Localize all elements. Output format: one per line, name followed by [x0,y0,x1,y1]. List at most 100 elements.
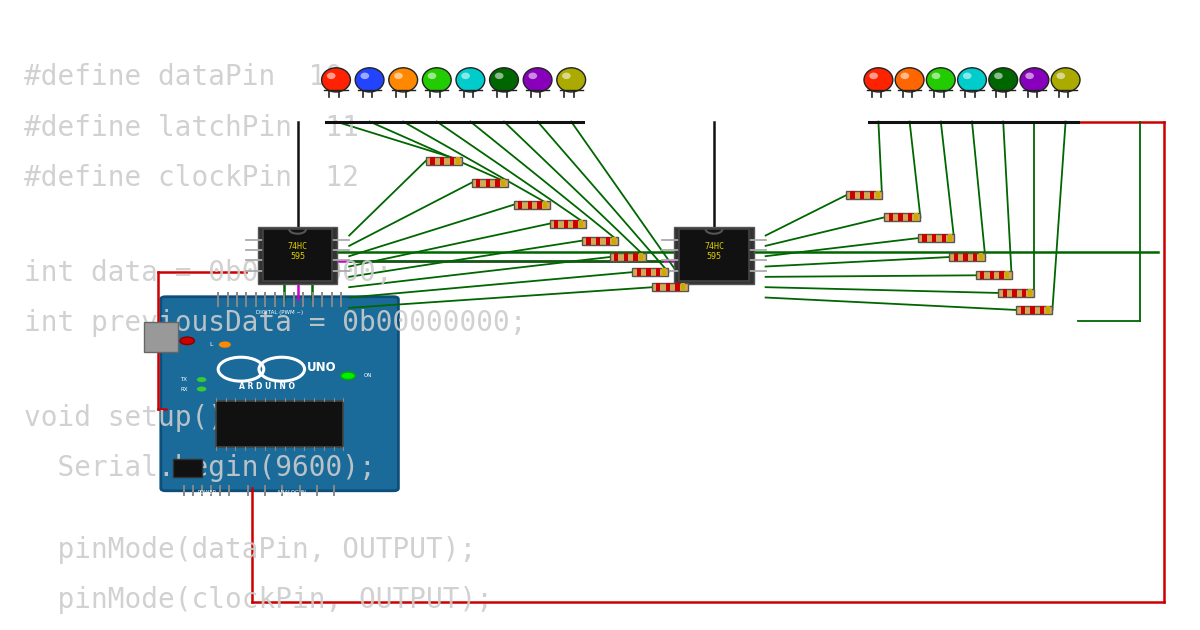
Bar [1031,306,1034,314]
Ellipse shape [394,72,403,79]
Circle shape [341,372,355,379]
Bar [964,253,967,261]
Bar [144,322,178,352]
Ellipse shape [422,68,451,92]
Bar [979,253,983,261]
Bar [216,401,343,447]
Ellipse shape [523,68,552,92]
FancyBboxPatch shape [550,219,586,227]
Text: ON: ON [364,374,372,378]
Text: DIGITAL (PWM ~): DIGITAL (PWM ~) [256,310,304,314]
Ellipse shape [931,72,941,79]
FancyBboxPatch shape [918,234,954,242]
Bar [450,156,454,164]
Bar [1040,306,1044,314]
Text: 74HC
595: 74HC 595 [704,242,724,261]
Ellipse shape [528,72,538,79]
Circle shape [180,337,194,345]
Bar [973,253,977,261]
Bar [614,253,618,261]
Ellipse shape [1025,72,1034,79]
Bar [173,459,202,477]
FancyBboxPatch shape [998,289,1034,297]
FancyBboxPatch shape [610,253,646,261]
Bar [666,283,670,291]
Bar [954,253,958,261]
Bar [674,227,754,284]
Bar [914,213,918,221]
Bar [876,192,880,199]
Text: TX: TX [180,377,187,382]
Bar [456,156,460,164]
Bar [554,219,558,227]
Bar [596,236,600,244]
Bar [662,268,666,276]
Ellipse shape [389,68,418,92]
FancyBboxPatch shape [582,236,618,244]
Ellipse shape [869,72,878,79]
Bar [889,213,893,221]
Bar [1022,289,1026,297]
Ellipse shape [461,72,470,79]
Bar [942,234,946,242]
Ellipse shape [994,72,1003,79]
Bar [682,283,685,291]
Text: L: L [210,342,212,347]
Text: pinMode(dataPin, OUTPUT);: pinMode(dataPin, OUTPUT); [24,536,476,564]
FancyBboxPatch shape [1016,306,1052,314]
Text: A R D U I N O: A R D U I N O [239,382,295,391]
Bar [544,200,547,209]
Ellipse shape [900,72,910,79]
Ellipse shape [490,68,518,92]
Bar [851,192,854,199]
Ellipse shape [958,68,986,92]
Text: void setup() {: void setup() { [24,404,258,432]
FancyBboxPatch shape [514,200,550,209]
Ellipse shape [926,68,955,92]
FancyBboxPatch shape [884,213,920,221]
Bar [990,272,994,280]
FancyBboxPatch shape [976,271,1012,280]
Bar [908,213,912,221]
Bar [564,219,568,227]
Ellipse shape [562,72,571,79]
Bar [948,234,952,242]
Text: int data = 0b00000000;: int data = 0b00000000; [24,259,392,287]
Text: Serial.begin(9600);: Serial.begin(9600); [24,454,376,482]
Text: RX: RX [180,387,187,391]
Ellipse shape [557,68,586,92]
FancyBboxPatch shape [632,268,668,276]
FancyBboxPatch shape [846,192,882,199]
Bar [860,192,864,199]
Bar [431,156,434,164]
FancyBboxPatch shape [949,253,985,261]
FancyBboxPatch shape [426,156,462,164]
Bar [612,236,616,244]
Bar [1003,289,1007,297]
Text: POWER: POWER [197,490,216,495]
Bar [1013,289,1016,297]
Ellipse shape [322,68,350,92]
Ellipse shape [1020,68,1049,92]
Bar [932,234,936,242]
Ellipse shape [326,72,336,79]
Bar [1006,272,1009,280]
Circle shape [197,377,206,382]
Bar [258,227,337,284]
Bar [440,156,444,164]
Ellipse shape [1056,72,1066,79]
Ellipse shape [355,68,384,92]
Bar [518,200,522,209]
Text: int previousData = 0b00000000;: int previousData = 0b00000000; [24,309,527,337]
Bar [502,179,505,186]
Text: UNO: UNO [307,362,336,374]
Ellipse shape [962,72,972,79]
Bar [656,283,660,291]
Bar [486,179,490,186]
Bar [676,283,679,291]
Circle shape [218,341,230,348]
Bar [587,236,590,244]
Bar [923,234,926,242]
Bar [263,229,332,281]
Bar [899,213,902,221]
